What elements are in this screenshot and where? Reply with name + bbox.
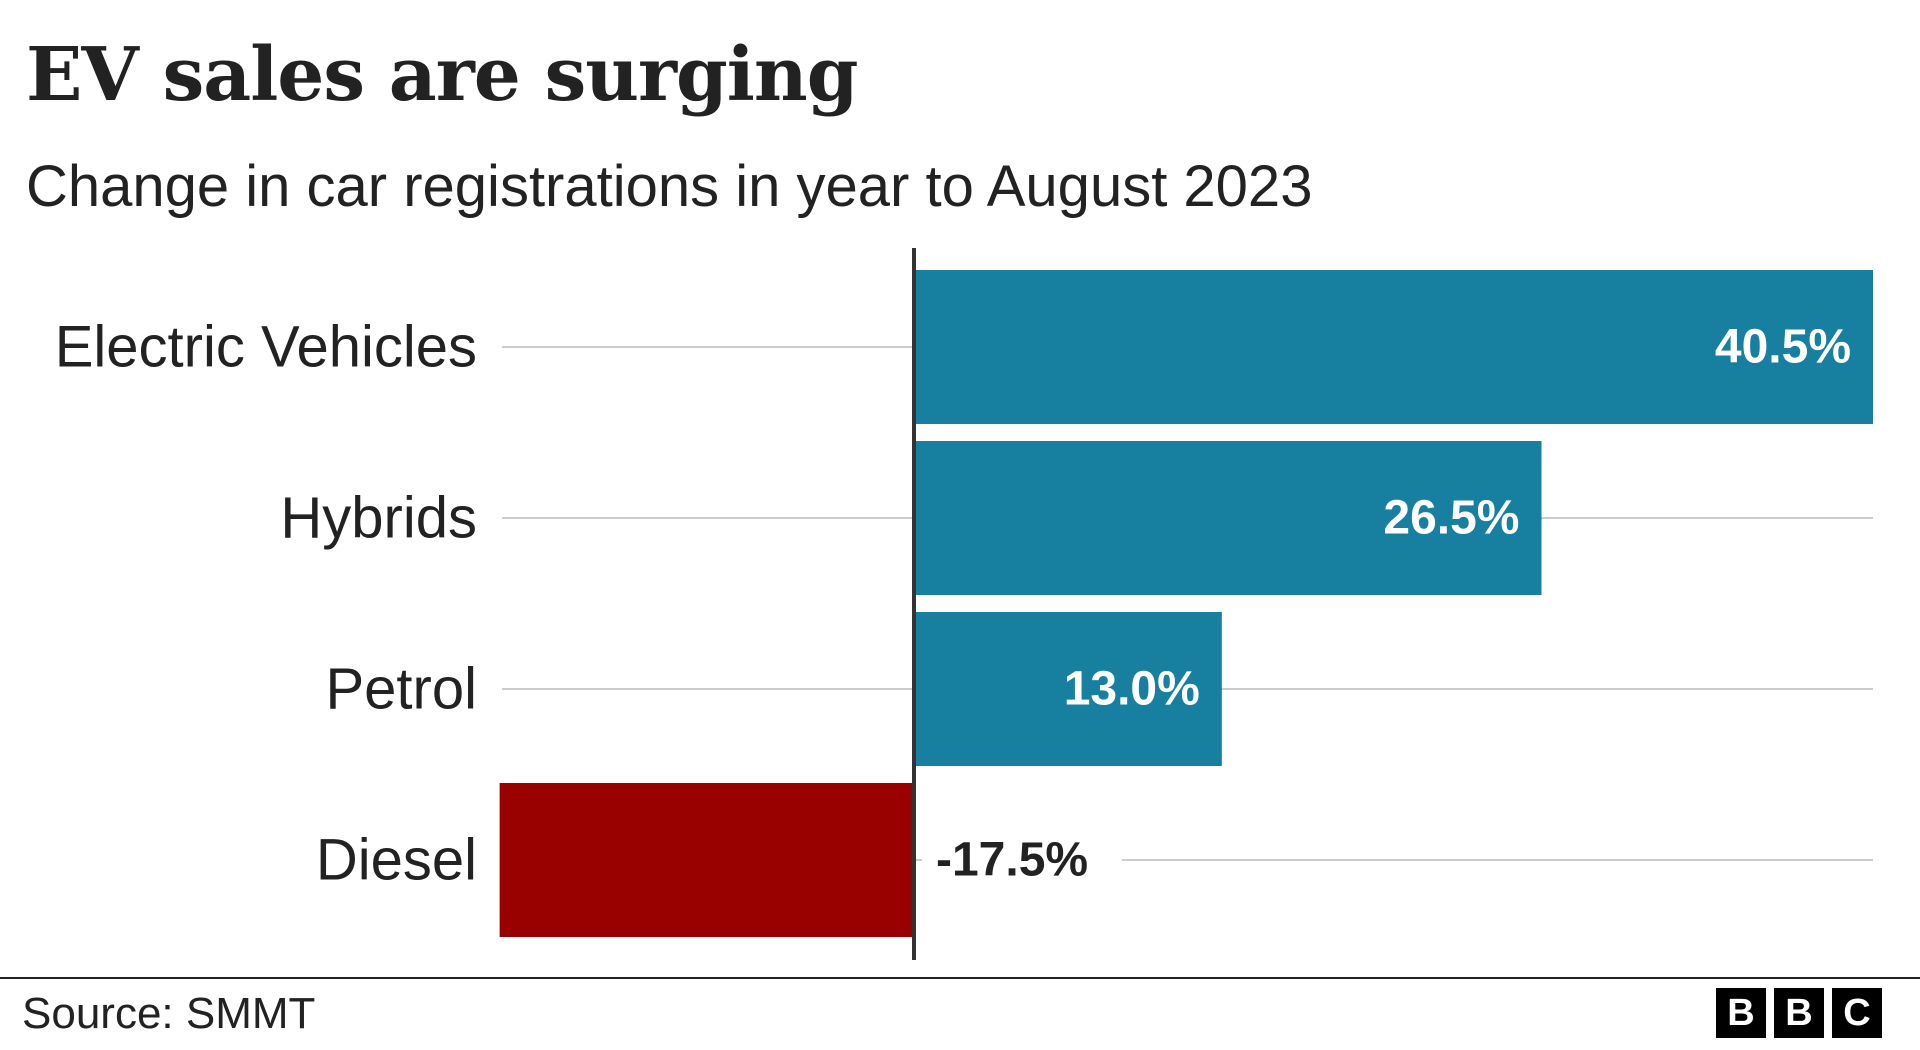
bar (499, 783, 914, 937)
category-label: Diesel (316, 828, 477, 893)
chart-title: EV sales are surging (26, 32, 858, 118)
bar-chart: Electric Vehicles 40.5% Hybrids 26.5% Petrol… (55, 248, 1873, 960)
value-label: 26.5% (1383, 492, 1519, 545)
logo-letter: B (1716, 988, 1766, 1038)
value-label: -17.5% (936, 834, 1088, 887)
value-label-backing (922, 830, 1122, 890)
category-label: Hybrids (280, 486, 477, 551)
value-label: 13.0% (1064, 663, 1200, 716)
bar (914, 441, 1542, 595)
logo-letter: B (1774, 988, 1824, 1038)
bar (914, 612, 1222, 766)
source-note: Source: SMMT (22, 989, 316, 1038)
logo-letter: C (1832, 988, 1882, 1038)
footer-divider (0, 977, 1920, 979)
category-label: Petrol (325, 657, 477, 722)
category-label: Electric Vehicles (55, 315, 477, 380)
bbc-logo: B B C (1716, 988, 1882, 1038)
value-label: 40.5% (1715, 321, 1851, 374)
bar (914, 270, 1873, 424)
chart-subtitle: Change in car registrations in year to A… (26, 154, 1313, 219)
